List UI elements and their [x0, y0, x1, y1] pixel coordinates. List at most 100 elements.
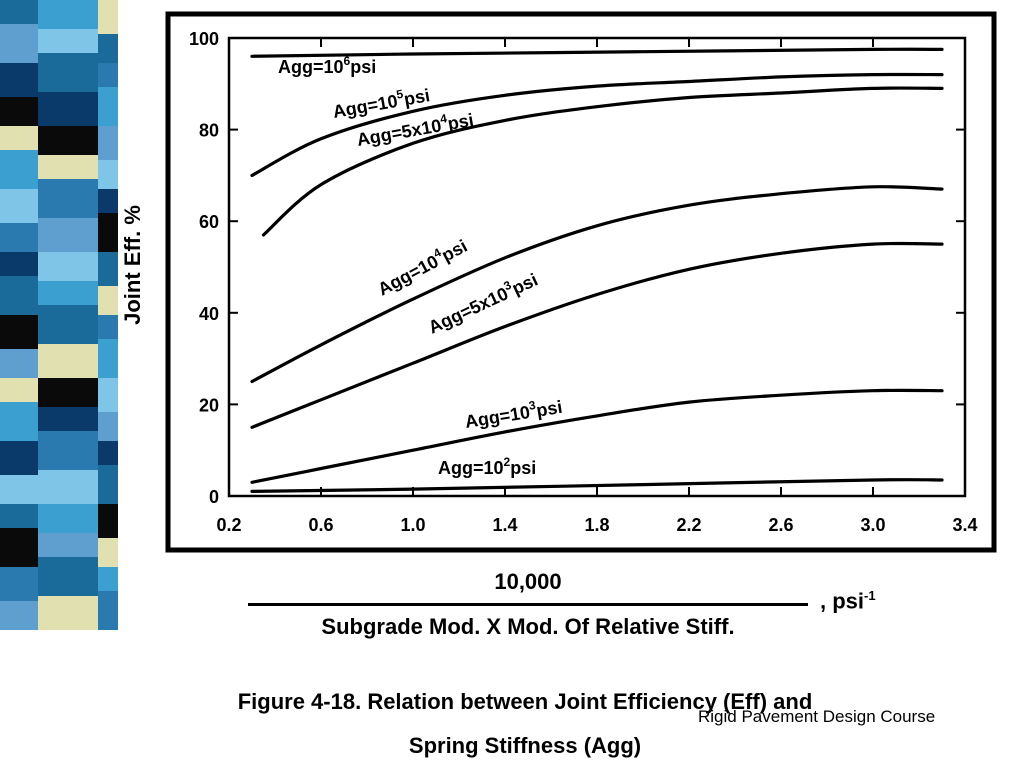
- series-label-exponent: 6: [344, 54, 351, 68]
- stripe-block: [0, 0, 38, 24]
- stripe-block: [98, 441, 118, 465]
- stripe-block: [98, 252, 118, 286]
- stripe-block: [98, 34, 118, 63]
- stripe-block: [0, 63, 38, 97]
- stripe-column: [38, 0, 98, 768]
- stripe-block: [0, 378, 38, 402]
- y-axis-label: Joint Eff. %: [118, 190, 148, 340]
- series-label-unit: psi: [446, 110, 475, 134]
- stripe-block: [98, 126, 118, 160]
- y-tick-label: 40: [199, 304, 219, 324]
- x-tick-label: 1.0: [400, 515, 425, 535]
- x-tick-label: 0.6: [308, 515, 333, 535]
- stripe-block: [38, 53, 98, 92]
- stripe-block: [0, 315, 38, 349]
- stripe-block: [98, 0, 118, 34]
- stripe-block: [98, 213, 118, 252]
- caption-line-2: Spring Stiffness (Agg): [408, 733, 642, 758]
- stripe-block: [38, 596, 98, 630]
- x-axis-label-numerator: 10,000: [494, 569, 562, 594]
- x-axis-unit-text: , psi: [820, 588, 865, 614]
- stripe-block: [0, 252, 38, 276]
- stripe-block: [98, 412, 118, 441]
- stripe-block: [98, 315, 118, 339]
- x-tick-label: 3.4: [952, 515, 977, 535]
- stripe-column: [98, 0, 118, 768]
- stripe-block: [98, 160, 118, 189]
- stripe-block: [0, 223, 38, 252]
- stripe-block: [98, 189, 118, 213]
- stripe-block: [0, 126, 38, 150]
- series-label-exponent: 4: [439, 111, 448, 126]
- series-label: Agg=105psi: [331, 82, 432, 122]
- series-label: Agg=106psi: [278, 54, 376, 77]
- series-label: Agg=103psi: [463, 394, 564, 432]
- series-label: Agg=102psi: [438, 455, 536, 478]
- stripe-block: [0, 150, 38, 189]
- series-line: [261, 86, 944, 237]
- chart-outer-frame: [165, 11, 997, 553]
- course-footer: Rigid Pavement Design Course: [698, 707, 936, 726]
- x-tick-label: 0.2: [216, 515, 241, 535]
- stripe-block: [38, 378, 98, 407]
- stripe-block: [98, 591, 118, 630]
- x-tick-label: 2.6: [768, 515, 793, 535]
- series-label-exponent: 3: [528, 398, 537, 413]
- stripe-block: [0, 441, 38, 475]
- series-line: [250, 185, 944, 384]
- stripe-block: [0, 97, 38, 126]
- stripe-block: [98, 87, 118, 126]
- stripe-block: [38, 92, 98, 126]
- stripe-block: [38, 29, 98, 53]
- stripe-column: [0, 0, 38, 768]
- series-label-base: Agg=10: [438, 458, 504, 478]
- decorative-stripe: [0, 0, 118, 768]
- stripe-block: [0, 276, 38, 315]
- stripe-block: [38, 557, 98, 596]
- x-tick-label: 2.2: [676, 515, 701, 535]
- series-label-base: Agg=10: [374, 251, 441, 299]
- x-tick-label: 1.4: [492, 515, 517, 535]
- series-label-exponent: 2: [504, 455, 511, 469]
- stripe-block: [38, 305, 98, 344]
- stripe-block: [38, 0, 98, 29]
- y-tick-label: 60: [199, 212, 219, 232]
- stripe-block: [0, 402, 38, 441]
- stripe-block: [38, 407, 98, 431]
- series-line: [250, 72, 944, 177]
- series-label: Agg=104psi: [373, 233, 471, 299]
- figure-caption: Figure 4-18. Relation between Joint Effi…: [120, 680, 930, 768]
- stripe-block: [38, 155, 98, 179]
- x-axis-label-denominator: Subgrade Mod. X Mod. Of Relative Stiff.: [321, 614, 735, 639]
- series-line: [250, 241, 944, 429]
- x-tick-label: 3.0: [860, 515, 885, 535]
- series-label-unit: psi: [350, 57, 376, 77]
- stripe-block: [38, 470, 98, 504]
- stripe-block: [0, 601, 38, 630]
- caption-line-1: Figure 4-18. Relation between Joint Effi…: [237, 689, 813, 714]
- series-label: Agg=5x103psi: [424, 267, 541, 338]
- y-tick-label: 20: [199, 395, 219, 415]
- series-label-unit: psi: [438, 236, 470, 266]
- stripe-block: [98, 504, 118, 538]
- x-axis-unit-exponent: -1: [864, 588, 876, 603]
- series-label-unit: psi: [509, 270, 541, 299]
- y-axis-label-text: Joint Eff. %: [120, 205, 145, 325]
- series-label-exponent: 5: [395, 87, 404, 102]
- series-label-unit: psi: [510, 458, 536, 478]
- series-label-base: Agg=5x10: [355, 115, 443, 150]
- x-tick-label: 1.8: [584, 515, 609, 535]
- stripe-block: [0, 504, 38, 528]
- series-label-unit: psi: [535, 397, 564, 421]
- stripe-block: [98, 339, 118, 378]
- stripe-block: [98, 286, 118, 315]
- stripe-block: [38, 126, 98, 155]
- y-tick-label: 80: [199, 121, 219, 141]
- stripe-block: [98, 63, 118, 87]
- stripe-block: [98, 378, 118, 412]
- y-tick-label: 0: [209, 487, 219, 507]
- stripe-block: [0, 24, 38, 63]
- series-line: [250, 47, 944, 58]
- series-label-unit: psi: [402, 85, 431, 109]
